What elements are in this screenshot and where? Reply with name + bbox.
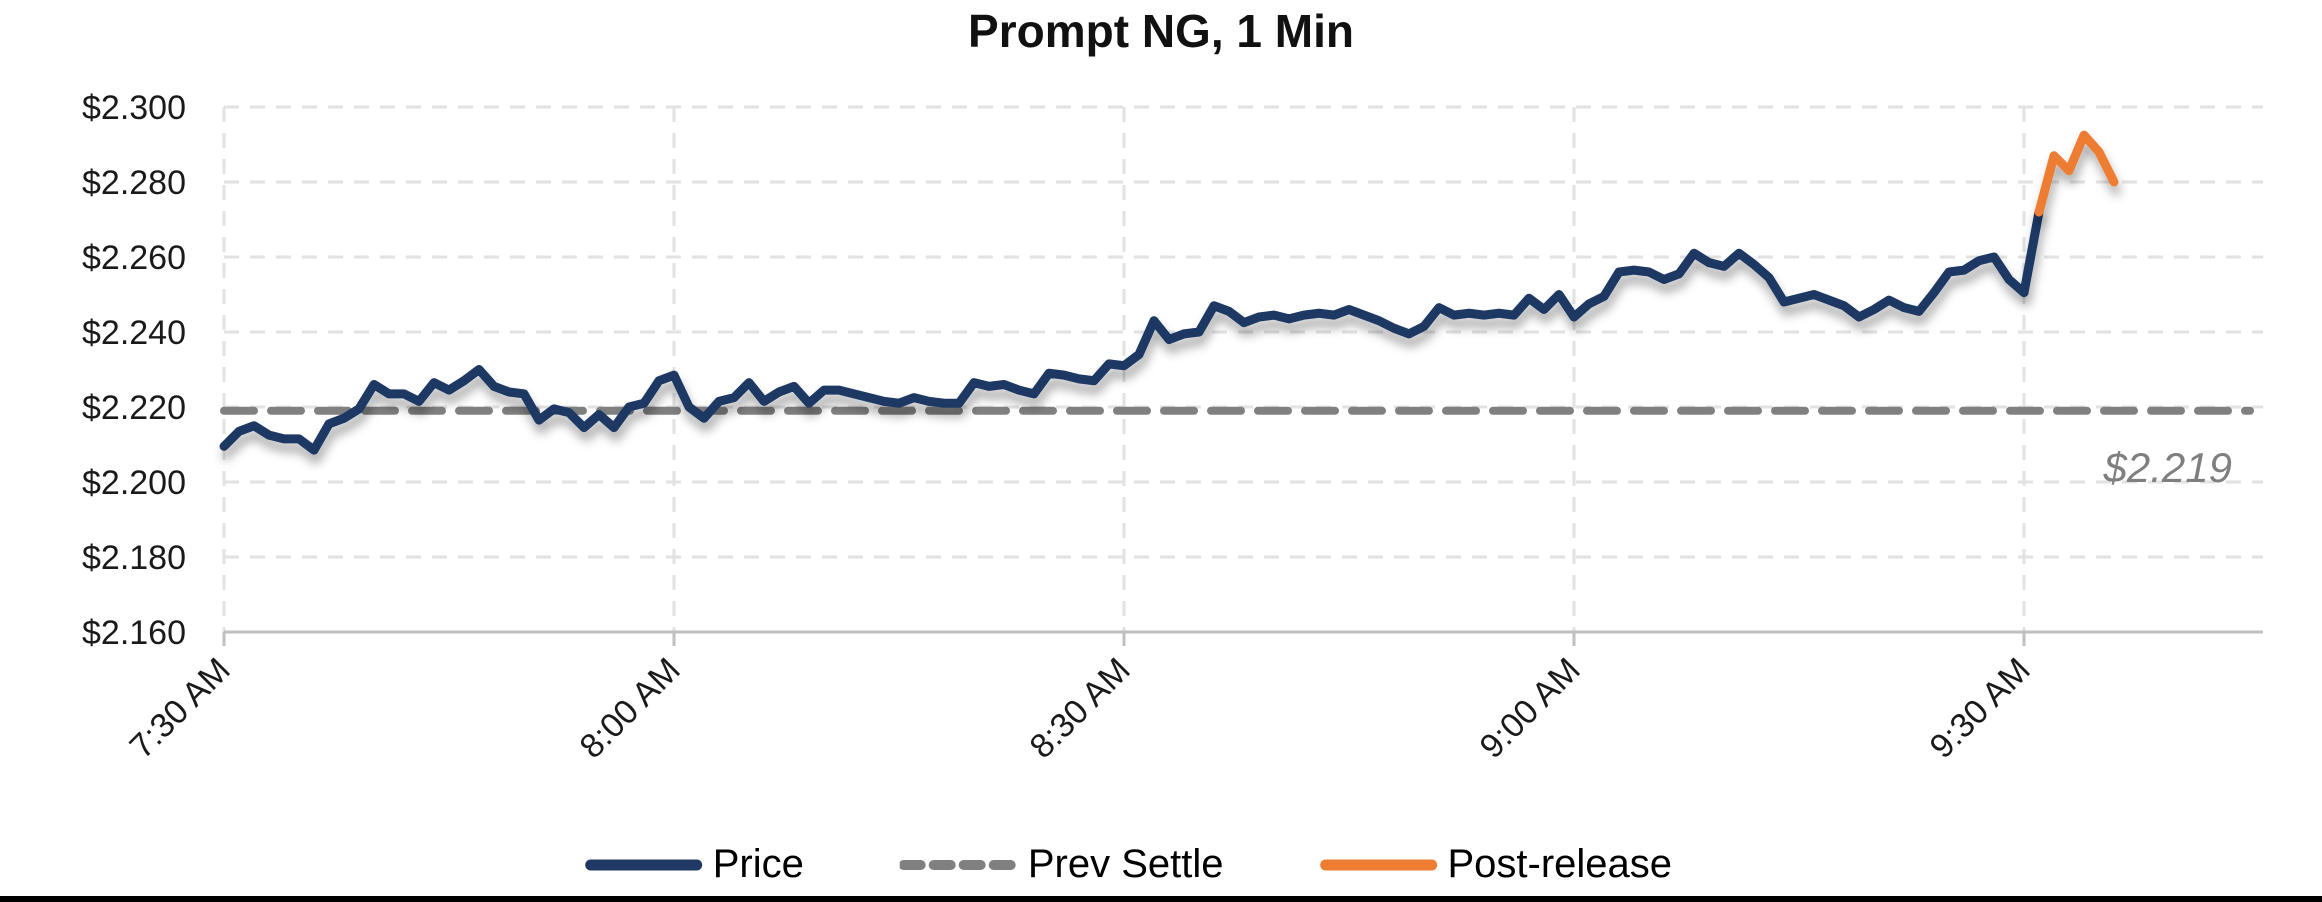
x-axis-tick-label: 9:00 AM bbox=[1473, 651, 1588, 766]
y-axis-tick-label: $2.300 bbox=[82, 89, 186, 127]
price-line bbox=[219, 207, 2044, 455]
y-axis-tick-label: $2.220 bbox=[82, 389, 186, 427]
prev-settle-value-label: $2.219 bbox=[2103, 444, 2232, 491]
legend-label-price: Price bbox=[712, 842, 804, 886]
x-axis-tick-label: 8:30 AM bbox=[1023, 651, 1138, 766]
legend-item-price: Price bbox=[585, 842, 804, 887]
legend-item-post-release: Post-release bbox=[1319, 842, 1672, 887]
price-line-swatch-icon bbox=[585, 859, 703, 870]
y-axis-tick-label: $2.180 bbox=[82, 539, 186, 577]
x-axis-tick-label: 8:00 AM bbox=[573, 651, 688, 766]
x-axis-tick-label: 9:30 AM bbox=[1923, 651, 2038, 766]
post-release-line-swatch-icon bbox=[1319, 859, 1437, 870]
chart-legend: Price Prev Settle Post-release bbox=[585, 842, 1672, 887]
legend-label-prev-settle: Prev Settle bbox=[1027, 842, 1224, 886]
y-axis-tick-label: $2.260 bbox=[82, 239, 186, 277]
y-axis-tick-label: $2.240 bbox=[82, 314, 186, 352]
prev-settle-dashed-swatch-icon bbox=[899, 859, 1018, 870]
y-axis-tick-label: $2.200 bbox=[82, 464, 186, 502]
legend-item-prev-settle: Prev Settle bbox=[899, 842, 1224, 887]
chart-title: Prompt NG, 1 Min bbox=[968, 5, 1354, 57]
post-release-line bbox=[2034, 130, 2119, 217]
legend-label-post-release: Post-release bbox=[1447, 842, 1673, 886]
x-axis-tick-label: 7:30 AM bbox=[123, 651, 238, 766]
y-axis-tick-label: $2.160 bbox=[82, 614, 186, 652]
y-axis-tick-label: $2.280 bbox=[82, 164, 186, 202]
